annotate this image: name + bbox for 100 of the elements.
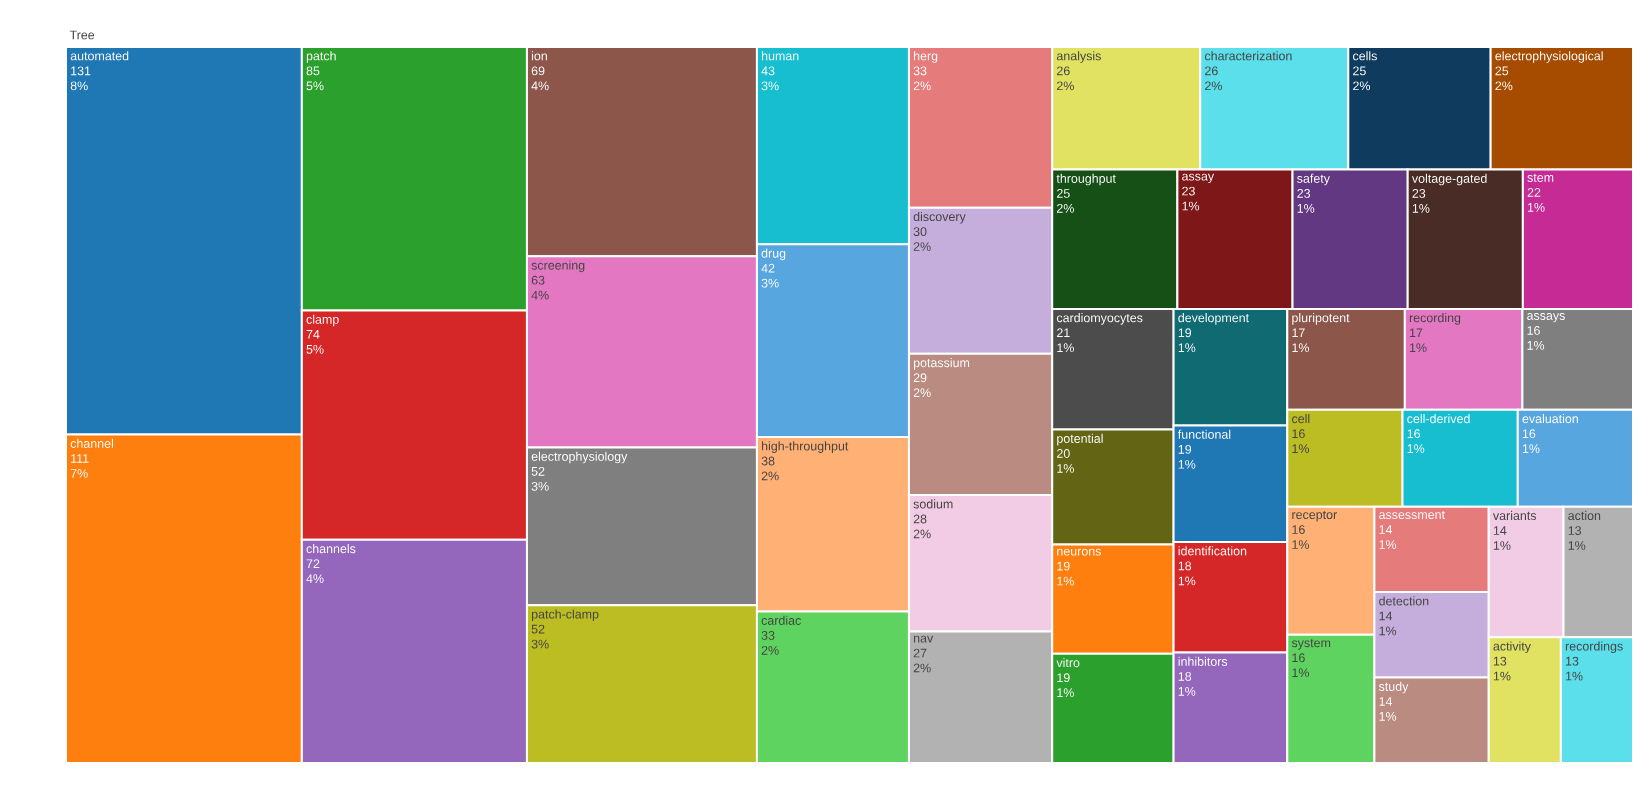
text: 3%	[531, 481, 549, 491]
category-label: evaluation	[1522, 413, 1578, 424]
category-label: potential	[1057, 433, 1103, 446]
category-label: recording	[1409, 313, 1461, 325]
category-label: receptor	[1292, 510, 1337, 522]
text: 1%	[1057, 343, 1074, 353]
category-label: neurons	[1057, 548, 1101, 556]
text: 2%	[761, 645, 779, 655]
data-label: 63	[531, 275, 545, 285]
category-label: channels	[306, 544, 356, 554]
data-label: 16	[1292, 429, 1305, 439]
text: 1%	[1409, 343, 1427, 353]
data-label: 43	[761, 66, 775, 76]
data-label: 69	[531, 66, 545, 76]
data-label: 23	[1297, 188, 1311, 198]
text: 4%	[306, 574, 324, 584]
category-label: cardiac	[761, 615, 801, 625]
text: 2%	[761, 471, 779, 481]
text: 1%	[1528, 203, 1545, 212]
category-label: detection	[1379, 596, 1429, 606]
category-label: electrophysiological	[1495, 51, 1603, 63]
text: 1%	[1292, 668, 1310, 678]
data-label: 16	[1407, 429, 1421, 439]
data-label: 21	[1057, 328, 1070, 338]
category-label: sodium	[913, 499, 953, 509]
text: 2%	[1353, 81, 1371, 91]
text: 1%	[1178, 576, 1196, 586]
text: 3%	[761, 81, 779, 91]
text: 1%	[1568, 541, 1586, 550]
text: 1%	[1527, 341, 1545, 350]
category-label: assessment	[1379, 510, 1445, 520]
text: 4%	[531, 290, 549, 300]
category-label: identification	[1178, 546, 1247, 556]
text: 1%	[1522, 444, 1540, 453]
text: 8%	[70, 81, 88, 91]
category-label: assays	[1527, 313, 1565, 323]
text: 2%	[1495, 81, 1513, 91]
category-label: ion	[531, 51, 547, 61]
text: 1%	[1493, 671, 1511, 681]
data-label: 33	[913, 66, 927, 76]
data-label: 18	[1178, 561, 1192, 571]
text: 1%	[1493, 541, 1511, 550]
data-label: 16	[1292, 525, 1305, 534]
data-label: 29	[913, 373, 927, 383]
text: 1%	[1379, 540, 1397, 549]
data-label: 14	[1493, 526, 1507, 535]
category-label: characterization	[1204, 51, 1292, 61]
data-label: 74	[306, 330, 320, 339]
data-label: 42	[761, 263, 775, 273]
category-label: activity	[1493, 641, 1531, 654]
data-label: 13	[1566, 656, 1579, 666]
category-label: cell-derived	[1407, 413, 1470, 424]
category-label: stem	[1527, 173, 1554, 182]
category-label: action	[1568, 510, 1601, 521]
category-label: nav	[913, 635, 934, 643]
category-label: cell	[1292, 413, 1310, 424]
data-label: 18	[1178, 672, 1192, 681]
data-label: 23	[1412, 189, 1426, 198]
category-label: development	[1178, 313, 1249, 325]
text: 1%	[1057, 576, 1074, 586]
text: 7%	[70, 469, 88, 478]
category-label: cardiomyocytes	[1056, 313, 1143, 325]
data-label: 19	[1178, 444, 1192, 454]
data-label: 13	[1568, 526, 1582, 535]
data-label: 16	[1522, 429, 1536, 439]
data-label: 19	[1057, 561, 1070, 571]
data-label: 19	[1178, 328, 1192, 338]
data-label: 14	[1379, 611, 1393, 621]
data-label: 30	[913, 227, 927, 237]
data-label: 22	[1527, 188, 1541, 197]
data-label: 16	[1292, 653, 1305, 663]
category-label: inhibitors	[1178, 656, 1228, 666]
category-label: assay	[1182, 173, 1215, 184]
data-label: 28	[913, 514, 927, 524]
category-label: discovery	[913, 211, 966, 224]
text: 2%	[913, 388, 931, 398]
category-label: channel	[70, 438, 113, 448]
text: 1%	[1407, 444, 1425, 453]
category-label: voltage-gated	[1411, 173, 1487, 186]
data-label: 13	[1493, 656, 1507, 666]
text: 1%	[1057, 688, 1074, 697]
category-label: potassium	[913, 358, 970, 370]
data-label: 16	[1527, 326, 1540, 335]
data-label: 26	[1057, 66, 1070, 76]
text: 2%	[913, 529, 931, 539]
category-label: patch	[306, 51, 336, 63]
category-label: patch-clamp	[531, 609, 599, 622]
text: 2%	[1205, 81, 1222, 91]
text: 1%	[1182, 201, 1200, 211]
text: 1%	[1292, 540, 1310, 549]
text: 5%	[306, 81, 324, 91]
text: 1%	[1292, 444, 1310, 453]
data-label: 72	[306, 559, 320, 568]
text: 1%	[1178, 343, 1196, 353]
text: 2%	[913, 81, 931, 91]
category-label: study	[1378, 681, 1409, 694]
category-label: throughput	[1056, 173, 1116, 186]
text: 1%	[1178, 459, 1196, 469]
data-label: 52	[531, 466, 545, 476]
category-label: automated	[70, 51, 129, 61]
